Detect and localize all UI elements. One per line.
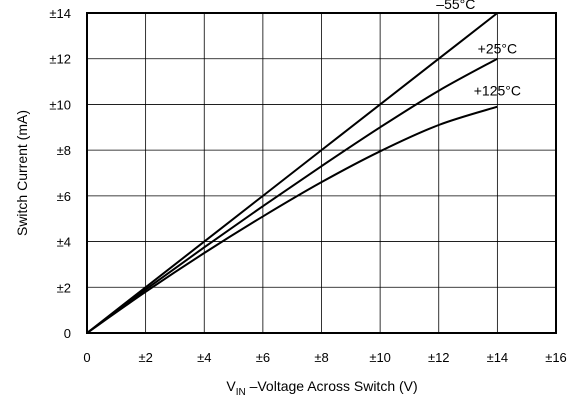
y-tick-label: ±12 — [49, 52, 71, 67]
plot-frame — [86, 12, 557, 334]
series-label: +125°C — [474, 83, 521, 99]
y-tick-label: ±2 — [57, 280, 71, 295]
x-axis-label-subscript: IN — [236, 387, 246, 398]
x-tick-label: ±4 — [197, 350, 211, 365]
x-tick-label: ±6 — [256, 350, 270, 365]
grid-lines — [87, 13, 556, 333]
y-tick-label: 0 — [64, 326, 71, 341]
series-labels: –55°C +25°C +125°C — [436, 0, 521, 99]
series-curves — [86, 12, 498, 334]
y-axis-label: Switch Current (mA) — [14, 110, 30, 236]
x-tick-labels: 0 ±2 ±4 ±6 ±8 ±10 ±12 ±14 ±16 — [83, 350, 566, 365]
y-tick-label: ±8 — [57, 143, 71, 158]
series-line — [86, 57, 498, 334]
x-tick-label: ±10 — [369, 350, 391, 365]
x-tick-label: ±16 — [545, 350, 567, 365]
series-label: –55°C — [436, 0, 475, 12]
y-tick-labels: 0 ±2 ±4 ±6 ±8 ±10 ±12 ±14 — [49, 6, 71, 341]
series-line — [86, 12, 498, 334]
y-tick-label: ±4 — [57, 235, 71, 250]
series-label: +25°C — [478, 41, 517, 57]
y-tick-label: ±6 — [57, 189, 71, 204]
series-line — [86, 105, 498, 334]
x-axis-label-main: V — [226, 378, 236, 394]
y-tick-label: ±10 — [49, 97, 71, 112]
x-tick-label: ±12 — [428, 350, 450, 365]
x-axis-label: VIN –Voltage Across Switch (V) — [226, 378, 417, 398]
x-tick-label: ±8 — [314, 350, 328, 365]
x-tick-label: ±14 — [487, 350, 509, 365]
x-tick-label: 0 — [83, 350, 90, 365]
x-axis-label-rest: –Voltage Across Switch (V) — [246, 378, 418, 394]
y-tick-label: ±14 — [49, 6, 71, 21]
x-tick-label: ±2 — [138, 350, 152, 365]
